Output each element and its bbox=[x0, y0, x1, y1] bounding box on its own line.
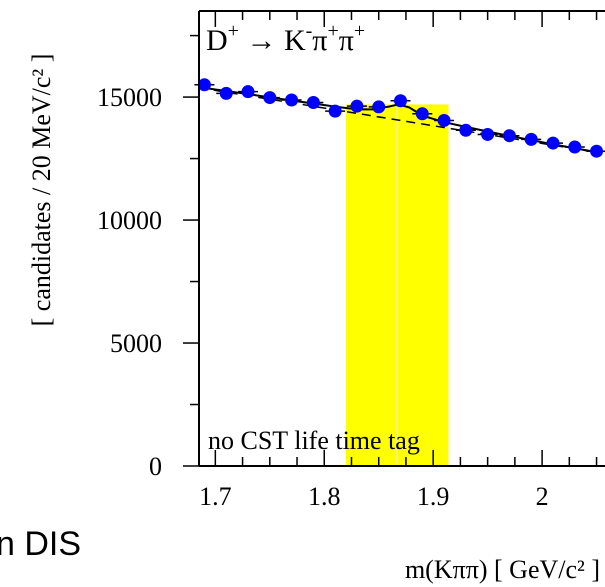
x-tick-label: 1.7 bbox=[199, 482, 232, 511]
data-point bbox=[350, 99, 364, 113]
data-point bbox=[197, 78, 211, 92]
y-tick-label: 10000 bbox=[97, 206, 162, 235]
data-point bbox=[394, 94, 407, 108]
data-point bbox=[481, 127, 495, 141]
data-point bbox=[415, 107, 429, 121]
x-tick-label: 1.8 bbox=[308, 482, 341, 511]
data-point bbox=[241, 85, 255, 99]
data-points bbox=[194, 78, 605, 158]
chart-title: D+ → K-π+π+ bbox=[206, 20, 365, 57]
x-tick-label: 1.9 bbox=[417, 482, 450, 511]
plot-frame bbox=[198, 10, 605, 467]
y-axis-title: [ candidates / 20 MeV/c² ] bbox=[27, 54, 56, 327]
y-tick-label: 0 bbox=[149, 452, 162, 481]
data-point bbox=[219, 86, 233, 100]
x-axis-title: m(Kππ) [ GeV/c² ] bbox=[405, 555, 600, 584]
stray-text: n DIS bbox=[0, 525, 81, 563]
data-point bbox=[546, 136, 560, 150]
data-point bbox=[459, 123, 473, 137]
data-point bbox=[328, 104, 342, 118]
annotation-text: no CST life time tag bbox=[208, 426, 420, 455]
data-point bbox=[306, 95, 320, 109]
data-point bbox=[502, 129, 516, 143]
data-point bbox=[372, 100, 386, 114]
data-point bbox=[263, 91, 277, 105]
data-point bbox=[568, 140, 582, 154]
y-tick-label: 15000 bbox=[97, 83, 162, 112]
data-point bbox=[590, 144, 604, 158]
x-tick-label: 2 bbox=[536, 482, 549, 511]
data-point bbox=[285, 93, 299, 107]
y-axis-ticks: 0 5000 10000 15000 bbox=[97, 34, 199, 481]
data-point bbox=[524, 132, 538, 146]
x-axis-ticks: 1.7 1.8 1.9 2 bbox=[199, 11, 598, 511]
y-tick-label: 5000 bbox=[110, 329, 162, 358]
data-point bbox=[437, 113, 451, 127]
